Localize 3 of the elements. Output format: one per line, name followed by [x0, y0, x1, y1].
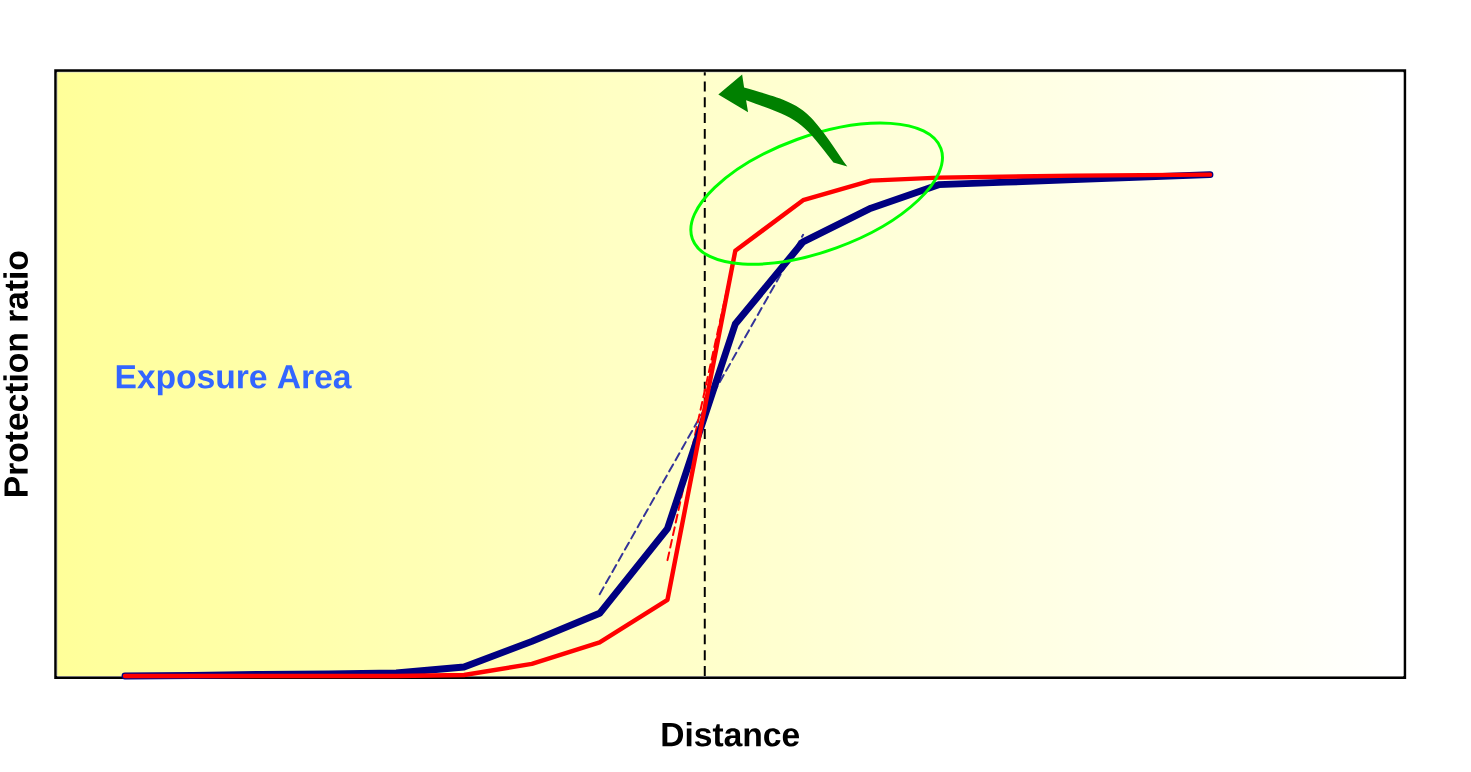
- annotation: Exposure Area: [116, 365, 352, 396]
- y-axis-title: Protection ratio: [3, 251, 28, 496]
- x-axis-title: Distance: [662, 721, 800, 747]
